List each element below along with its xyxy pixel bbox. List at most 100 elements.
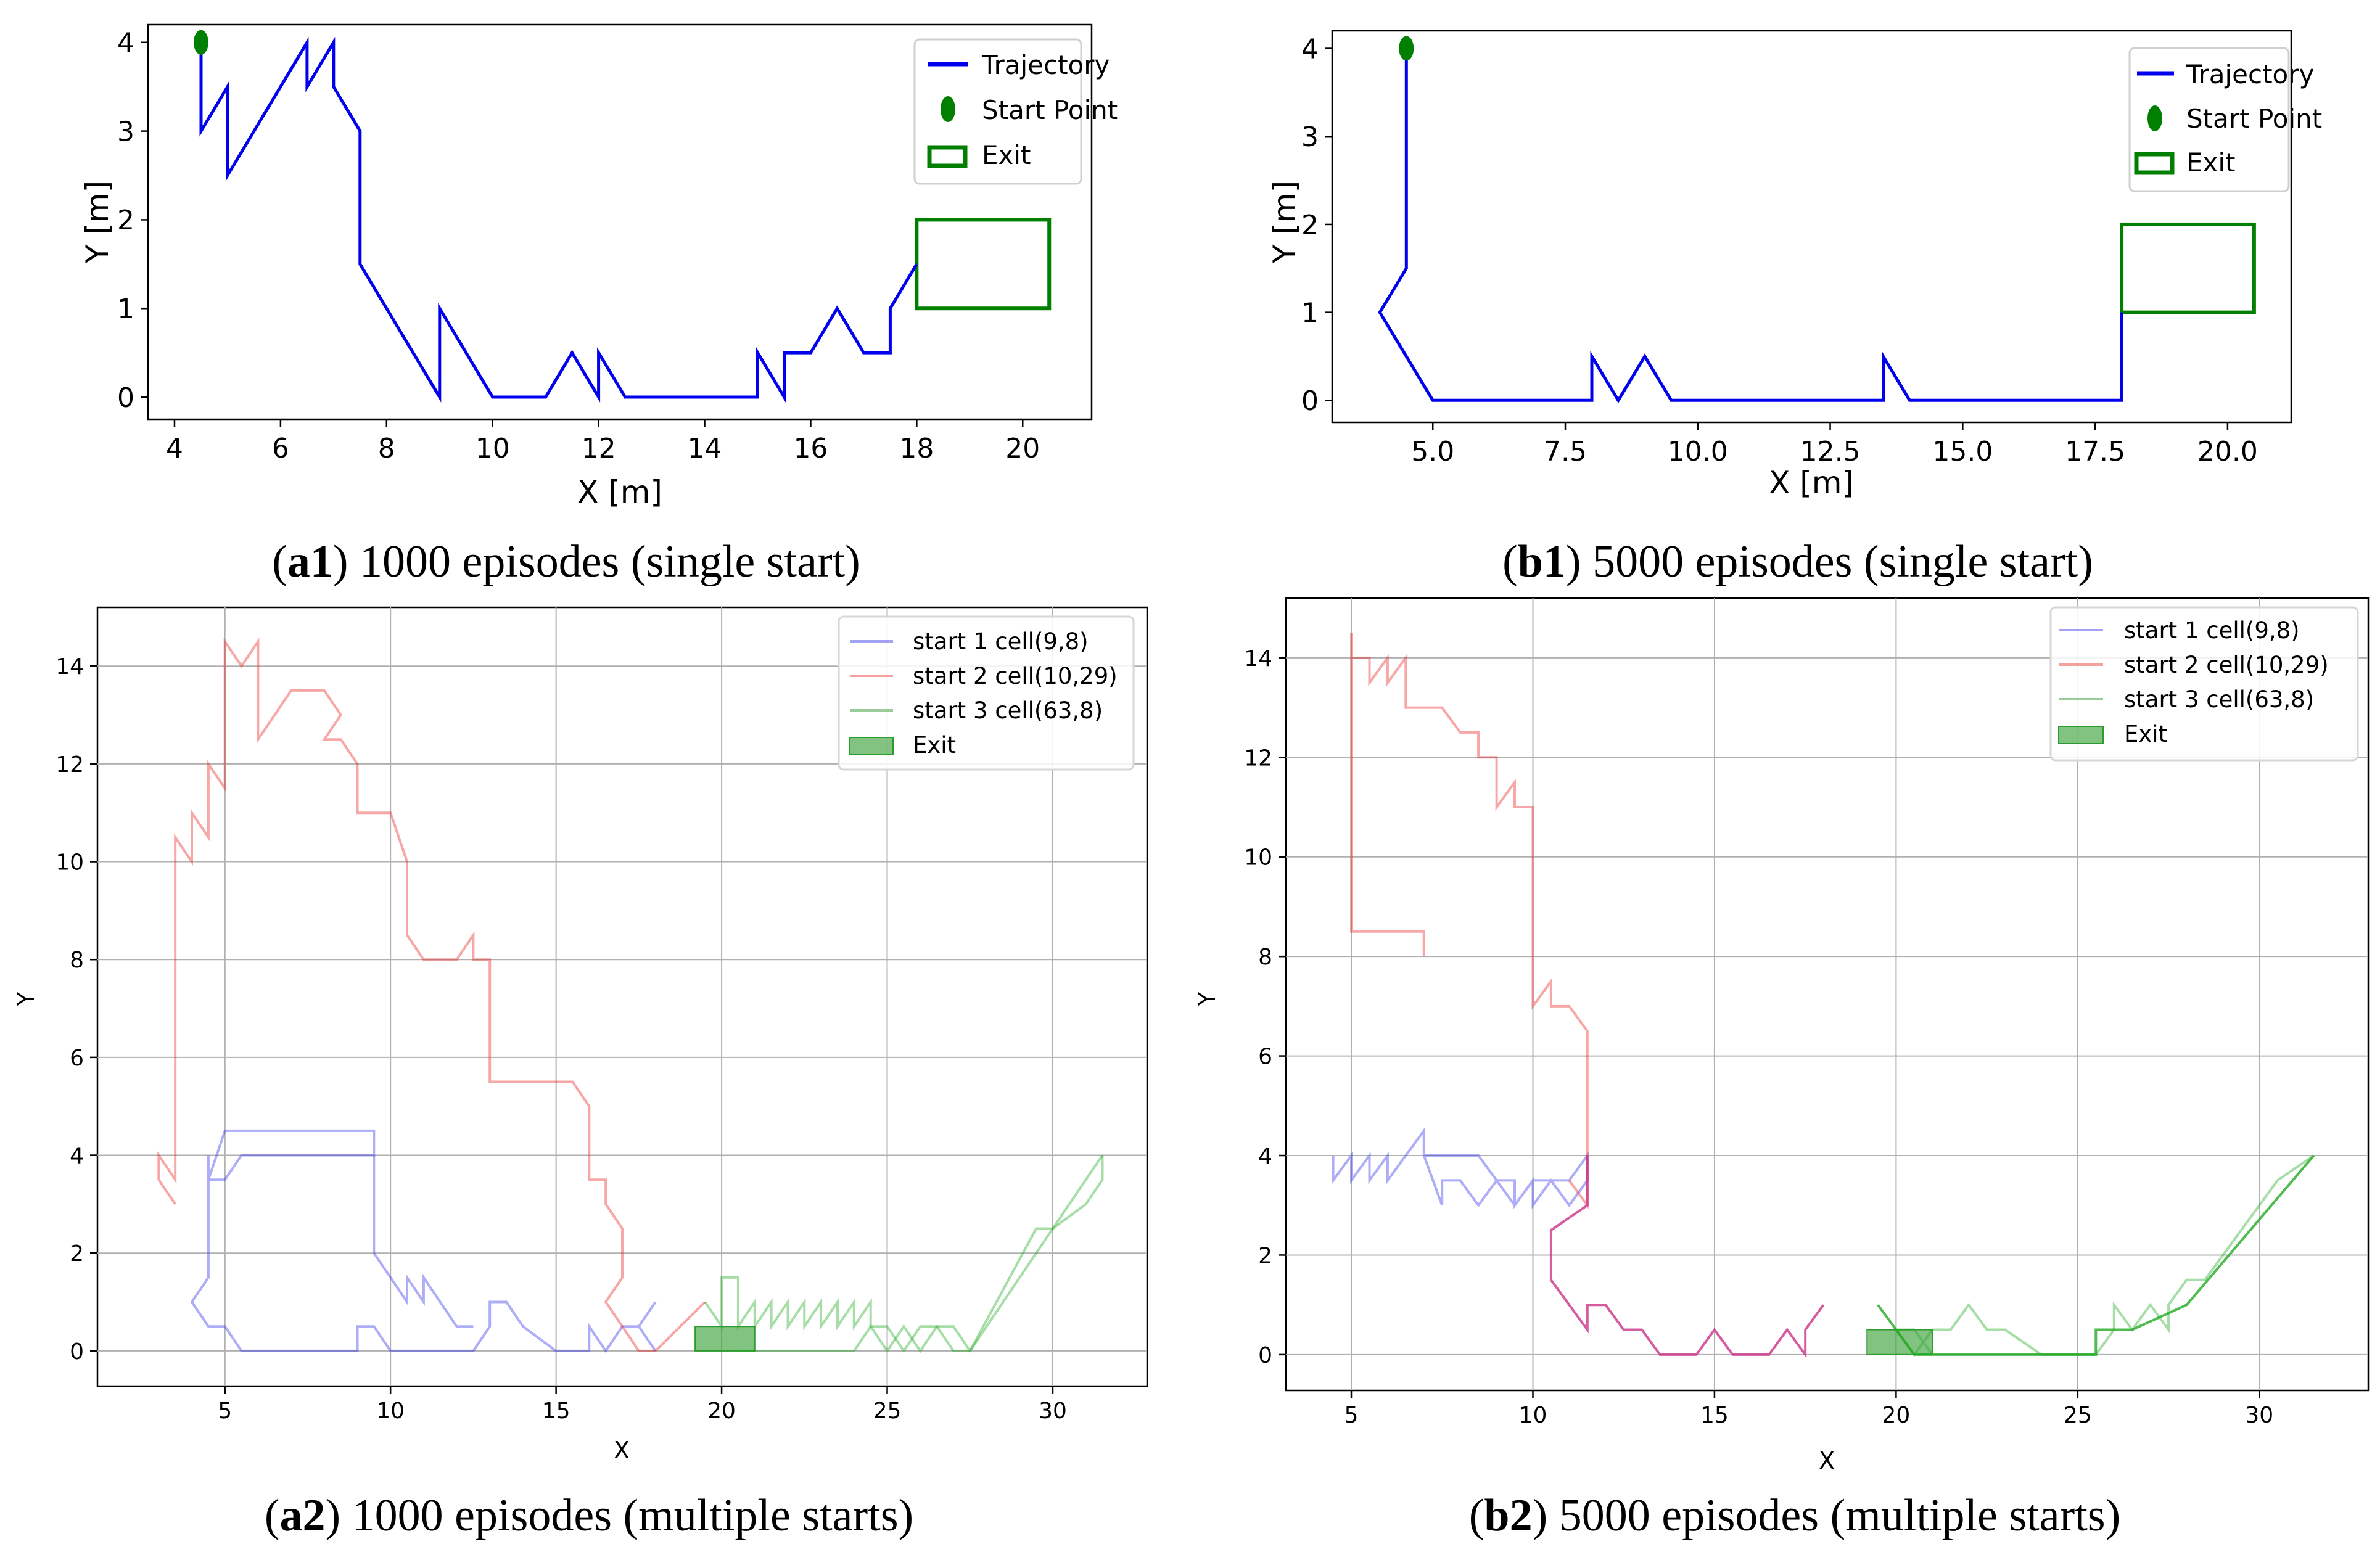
y-tick-label: 4: [1258, 1144, 1272, 1169]
y-tick-label: 2: [1301, 210, 1319, 241]
series-line: [157, 637, 706, 1352]
plot-frame-b2: [1285, 597, 2370, 1392]
series-line: [1332, 1127, 1589, 1209]
legend-b2: start 1 cell(9,8) start 2 cell(10,29) st…: [2049, 606, 2359, 762]
y-tick-label: 12: [56, 752, 84, 778]
legend-b1: Trajectory Start Point Exit: [2128, 47, 2322, 192]
x-tick-label: 20: [1882, 1403, 1910, 1428]
y-tick-label: 1: [1301, 297, 1319, 329]
exit-a1: [915, 218, 1052, 311]
x-axis-label-a2: X: [614, 1437, 630, 1464]
x-tick-label: 5: [1344, 1403, 1359, 1428]
series-line: [373, 1155, 474, 1328]
y-axis-label-a2: Y: [12, 992, 39, 1007]
series-a1: [199, 36, 918, 403]
caption-label-b2: b2: [1484, 1490, 1532, 1541]
legend-patch-exit-b2: [2058, 726, 2104, 744]
panel-b2: 5 10 15 20 25 30 0 2 4 6 8 10 12 14 X Y start 1 cell…: [1193, 597, 2370, 1474]
y-tick-label: 14: [56, 654, 84, 680]
series-a2: [157, 637, 1104, 1353]
y-tick-label: 2: [70, 1241, 84, 1267]
y-tick-label: 0: [1258, 1343, 1272, 1368]
y-ticks-b1: 0 1 2 3 4: [1301, 33, 1332, 417]
exit-area: [915, 218, 1052, 311]
exit-area: [694, 1326, 756, 1352]
y-tick-label: 10: [1244, 845, 1272, 871]
y-ticks-a1: 0 1 2 3 4: [117, 28, 148, 414]
legend-label-exit: Exit: [2186, 147, 2236, 178]
exit-b1: [2120, 222, 2256, 314]
x-tick-label: 4: [166, 433, 183, 464]
y-tick-label: 10: [56, 850, 84, 875]
x-tick-label: 5.0: [1411, 436, 1454, 467]
y-tick-label: 3: [1301, 121, 1319, 153]
legend-label-start3: start 3 cell(63,8): [2124, 686, 2314, 713]
legend-label-exit: Exit: [913, 732, 956, 758]
y-tick-label: 2: [1258, 1243, 1272, 1268]
series-b1: [1378, 48, 2123, 404]
x-tick-label: 8: [378, 433, 395, 464]
panel-a2: 5 10 15 20 25 30 0 2 4 6 8 10 12 14 X Y start 1 cell…: [12, 606, 1148, 1464]
plot-frame-b1: [1331, 30, 2292, 424]
caption-b1: (b1) 5000 episodes (single start): [1502, 536, 2093, 587]
x-tick-label: 10.0: [1668, 436, 1728, 467]
caption-label-b1: b1: [1518, 536, 1566, 587]
series-line: [1549, 1156, 1825, 1359]
x-tick-label: 20.0: [2197, 436, 2258, 467]
y-tick-label: 4: [70, 1144, 84, 1169]
x-ticks-a1: 4 6 8 10 12 14 16 18 20: [166, 419, 1040, 464]
series-line: [1378, 48, 2123, 404]
legend-label-start1: start 1 cell(9,8): [913, 628, 1089, 655]
legend-label-trajectory: Trajectory: [981, 50, 1110, 80]
legend-label-start-point: Start Point: [2186, 104, 2322, 134]
y-tick-label: 12: [1244, 745, 1272, 771]
x-tick-label: 16: [793, 433, 828, 464]
start-point-marker: [1399, 36, 1414, 61]
x-tick-label: 12: [582, 433, 616, 464]
series-line: [704, 1154, 1104, 1353]
x-tick-label: 7.5: [1544, 436, 1587, 467]
y-axis-label-a1: Y [m]: [80, 181, 115, 264]
y-tick-label: 14: [1244, 646, 1272, 671]
x-tick-label: 17.5: [2065, 436, 2125, 467]
caption-b2: (b2) 5000 episodes (multiple starts): [1469, 1490, 2120, 1541]
plot-frame-a2: [96, 606, 1148, 1387]
y-tick-label: 0: [117, 382, 134, 414]
legend-a1: Trajectory Start Point Exit: [913, 38, 1118, 185]
x-tick-label: 14: [688, 433, 722, 464]
x-tick-label: 10: [1519, 1403, 1547, 1428]
legend-rect-marker-b1: [2134, 152, 2175, 175]
y-tick-label: 8: [1258, 945, 1272, 970]
x-tick-label: 6: [272, 433, 289, 464]
y-axis-label-b1: Y [m]: [1267, 181, 1303, 264]
y-tick-label: 8: [70, 948, 84, 973]
caption-text-a1: 1000 episodes (single start): [360, 536, 860, 587]
legend-label-start2: start 2 cell(10,29): [2124, 652, 2329, 678]
x-tick-label: 30: [1039, 1398, 1067, 1424]
legend-label-exit: Exit: [2124, 721, 2167, 747]
series-line: [1350, 633, 1589, 1209]
caption-a2: (a2) 1000 episodes (multiple starts): [265, 1490, 913, 1541]
panel-b1: 5.0 7.5 10.0 12.5 15.0 17.5 20.0 0 1 2 3 4 X [m] Y…: [1267, 30, 2322, 501]
y-ticks-b2: 0 2 4 6 8 10 12 14: [1244, 646, 1286, 1368]
legend-label-start2: start 2 cell(10,29): [913, 663, 1118, 689]
x-tick-label: 15: [542, 1398, 570, 1424]
legend-dot-marker-a1: [941, 96, 955, 122]
legend-box-b2: [2049, 606, 2359, 762]
x-tick-label: 10: [476, 433, 510, 464]
exit-area: [2120, 222, 2256, 314]
start-point-marker: [193, 30, 208, 55]
x-tick-label: 10: [376, 1398, 405, 1424]
y-tick-label: 0: [1301, 385, 1319, 417]
x-tick-label: 15: [1700, 1403, 1729, 1428]
caption-text-a2: 1000 episodes (multiple starts): [352, 1490, 913, 1541]
y-tick-label: 1: [117, 294, 134, 325]
y-ticks-a2: 0 2 4 6 8 10 12 14: [56, 654, 97, 1365]
series-line: [199, 36, 918, 403]
x-tick-label: 12.5: [1800, 436, 1861, 467]
y-tick-label: 6: [1258, 1045, 1272, 1070]
legend-label-start3: start 3 cell(63,8): [913, 697, 1103, 724]
y-tick-label: 0: [70, 1339, 84, 1365]
y-tick-label: 6: [70, 1046, 84, 1071]
